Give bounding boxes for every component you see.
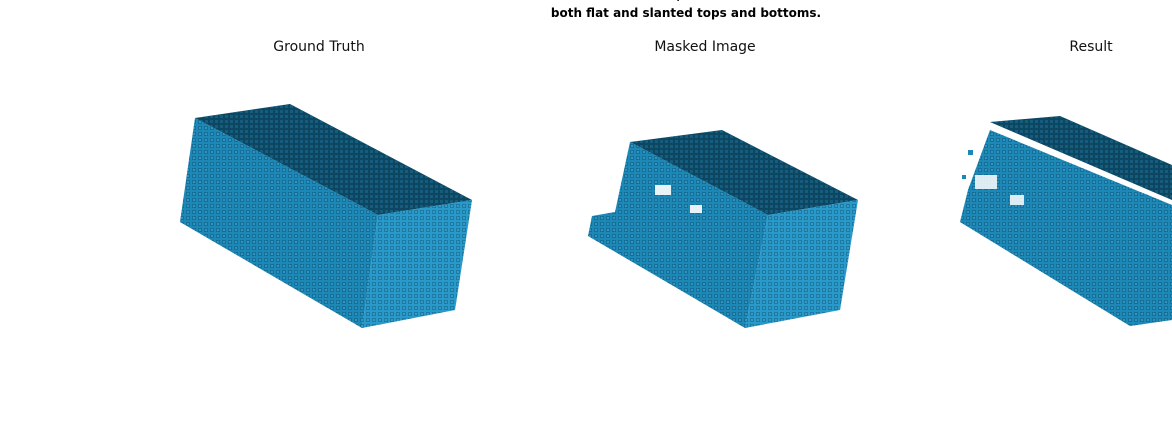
voxel-box: [960, 116, 1172, 326]
voxel-box: [180, 104, 472, 328]
figure-title: both flat and slanted tops and bottoms.: [551, 6, 821, 20]
panel-title: Result: [1069, 39, 1113, 55]
figure-title: 3D model of a black box, available in ve…: [514, 0, 858, 2]
panel-title: Masked Image: [654, 39, 755, 55]
voxel-box: [588, 130, 858, 328]
panel-title: Ground Truth: [273, 39, 364, 55]
